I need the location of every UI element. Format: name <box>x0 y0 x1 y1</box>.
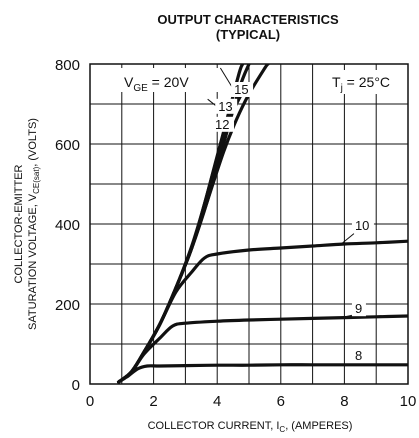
curve-label-8: 8 <box>355 348 362 363</box>
curve-label-bg <box>215 98 238 114</box>
curve-label-10: 10 <box>355 218 369 233</box>
svg-text:SATURATION VOLTAGE, VCE(sat),: SATURATION VOLTAGE, VCE(sat), (VOLTS) <box>27 118 41 330</box>
chart-subtitle: (TYPICAL) <box>216 27 280 42</box>
svg-text:VGE = 20V: VGE = 20V <box>124 74 189 94</box>
curve-label-bg <box>212 116 235 132</box>
y-tick-label: 600 <box>55 137 80 154</box>
curve-label-bg <box>351 301 366 317</box>
curve-label-9: 9 <box>355 301 362 316</box>
vge-annotation: VGE = 20V <box>112 68 218 94</box>
tj-annotation: Tj = 25°C <box>314 70 404 94</box>
curve-label-bg <box>351 218 374 233</box>
y-tick-label: 0 <box>72 377 80 394</box>
curve-vge-9 <box>117 314 408 384</box>
curve-label-leader <box>219 67 234 90</box>
svg-text:Tj = 25°C: Tj = 25°C <box>332 74 390 94</box>
y-tick-label: 800 <box>55 57 80 74</box>
curve-label-leader <box>340 233 355 245</box>
curve-vge-13 <box>117 90 245 384</box>
x-tick-label: 2 <box>149 393 157 410</box>
x-tick-label: 0 <box>86 393 94 410</box>
y-axis-label: COLLECTOR-EMITTER SATURATION VOLTAGE, VC… <box>13 118 41 330</box>
curve-label-15: 15 <box>234 82 248 97</box>
curve-label-12: 12 <box>215 117 229 132</box>
chart-title: OUTPUT CHARACTERISTICS <box>157 12 339 27</box>
y-tick-labels: 0 200 400 600 800 <box>55 57 80 394</box>
y-tick-label: 200 <box>55 297 80 314</box>
x-tick-label: 6 <box>277 393 285 410</box>
x-axis-label: COLLECTOR CURRENT, IC, (AMPERES) <box>148 420 353 434</box>
x-tick-label: 8 <box>340 393 348 410</box>
svg-text:COLLECTOR-EMITTER: COLLECTOR-EMITTER <box>13 164 25 283</box>
curve-label-bg <box>351 348 366 363</box>
curve-label-leader <box>341 314 353 319</box>
y-tick-label: 400 <box>55 217 80 234</box>
x-tick-label: 10 <box>400 393 417 410</box>
x-tick-labels: 0 2 4 6 8 10 <box>86 393 417 410</box>
curve-label-13: 13 <box>218 99 232 114</box>
x-tick-label: 4 <box>213 393 221 410</box>
curve-vge-12 <box>117 64 270 384</box>
curve-label-bg <box>231 82 254 97</box>
curve-vge-8 <box>117 363 408 384</box>
